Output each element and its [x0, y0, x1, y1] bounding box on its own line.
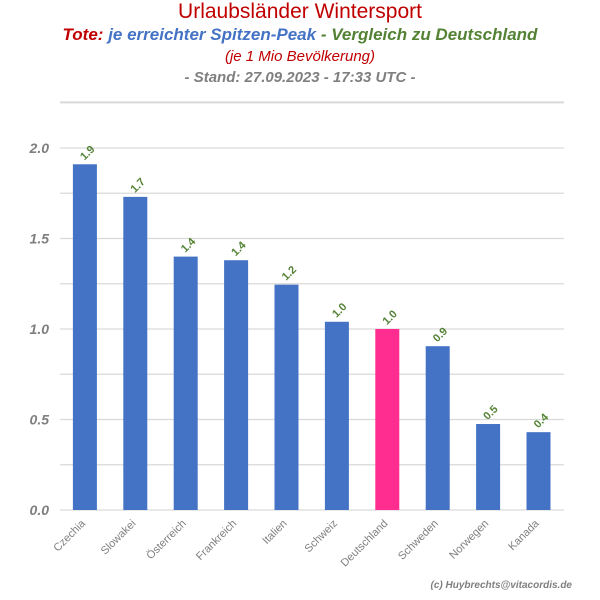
bar [375, 329, 400, 510]
bar [72, 164, 97, 511]
subtitle-tote: Tote: [62, 25, 104, 44]
data-label: 1.9 [78, 144, 97, 163]
data-label: 1.4 [229, 239, 249, 259]
bar [425, 346, 450, 510]
bar [224, 260, 249, 510]
x-tick-label: Deutschland [339, 518, 391, 570]
bar [173, 256, 198, 510]
subtitle-per-million: (je 1 Mio Bevölkerung) [224, 48, 376, 65]
x-tick-label: Italien [260, 518, 289, 547]
subtitle-compare: - Vergleich zu Deutschland [320, 25, 538, 44]
credit-text: (c) Huybrechts@vitacordis.de [430, 580, 572, 591]
data-label: 0.9 [431, 325, 450, 344]
x-tick-label: Österreich [144, 518, 188, 562]
x-tick-label: Kanada [506, 517, 542, 553]
bar [123, 196, 148, 510]
bar [274, 284, 299, 510]
y-tick-label: 0.0 [30, 502, 50, 518]
subtitle-stand: - Stand: 27.09.2023 - 17:33 UTC - [184, 69, 416, 86]
data-label: 1.0 [381, 308, 400, 327]
x-tick-label: Slowakei [99, 518, 139, 558]
x-tick-label: Norwegen [447, 518, 491, 562]
bar [526, 432, 551, 510]
bar [476, 424, 501, 510]
y-tick-label: 2.0 [29, 140, 50, 156]
chart-subtitle: Tote: je erreichter Spitzen-Peak - Vergl… [0, 24, 600, 46]
y-tick-label: 1.0 [30, 321, 50, 337]
y-tick-label: 1.5 [30, 231, 50, 247]
x-tick-label: Frankreich [194, 518, 239, 563]
data-label: 1.7 [129, 176, 148, 195]
x-tick-label: Schweiz [303, 518, 340, 555]
data-label: 0.4 [532, 411, 552, 431]
x-tick-label: Czechia [51, 517, 88, 554]
x-tick-label: Schweden [396, 518, 441, 563]
data-label: 1.0 [330, 301, 349, 320]
y-tick-label: 0.5 [30, 412, 50, 428]
data-label: 1.2 [280, 264, 299, 283]
chart-title: Urlaubsländer Wintersport [178, 0, 422, 23]
subtitle-peak: je erreichter Spitzen-Peak [108, 25, 317, 44]
bar [324, 321, 349, 510]
